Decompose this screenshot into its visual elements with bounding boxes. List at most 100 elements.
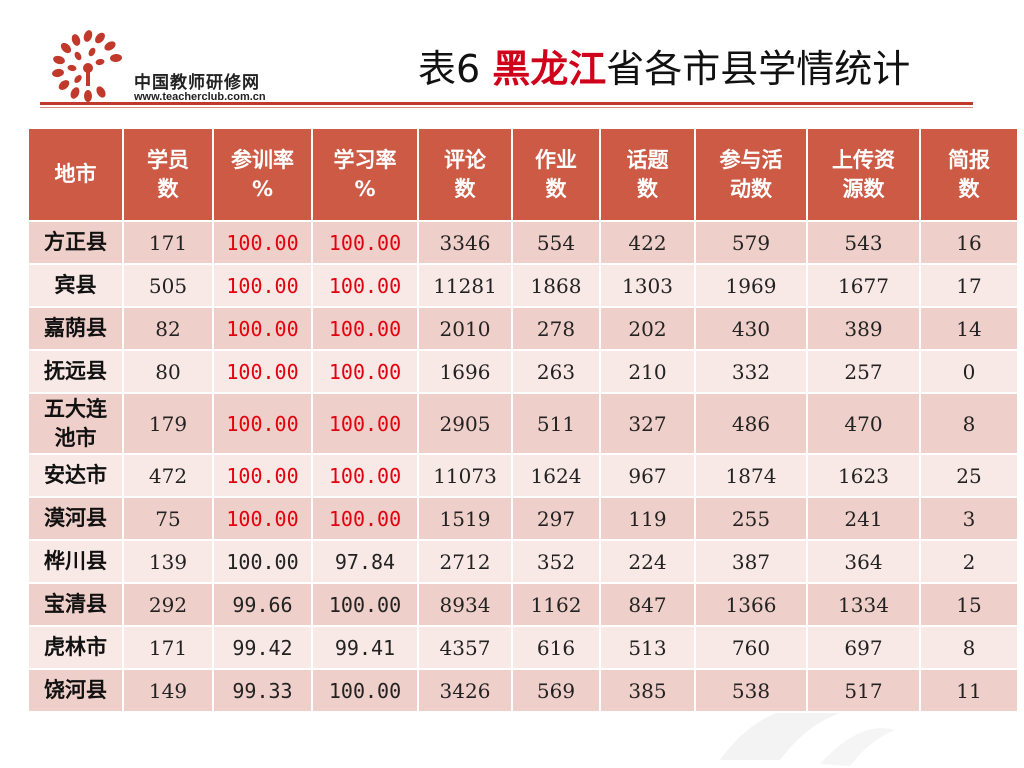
cell-study-rate: 100.00 (311, 349, 419, 394)
cell-topics: 119 (599, 496, 696, 541)
header-label: 数 (454, 176, 476, 201)
table-row: 虎林市 171 99.42 99.41 4357 616 513 760 697 8 (27, 625, 1019, 670)
city-name: 宾县 (54, 273, 97, 297)
cell-topics: 327 (599, 392, 696, 455)
cell-assignments: 511 (511, 392, 601, 455)
cell-study-rate: 100.00 (311, 582, 419, 627)
cell-resources: 1623 (806, 453, 921, 498)
city-name: 嘉荫县 (44, 316, 107, 340)
header-label: 话题 (626, 147, 669, 172)
cell-participation-rate: 100.00 (212, 263, 313, 308)
cell-briefings: 17 (919, 263, 1019, 308)
cell-students: 171 (122, 625, 214, 670)
logo-mark-icon (52, 30, 122, 102)
cell-students: 80 (122, 349, 214, 394)
city-name: 漠河县 (44, 506, 107, 530)
cell-resources: 1334 (806, 582, 921, 627)
cell-students: 179 (122, 392, 214, 455)
cell-activities: 387 (694, 539, 808, 584)
cell-participation-rate: 100.00 (212, 539, 313, 584)
cell-city: 桦川县 (27, 539, 124, 584)
cell-briefings: 8 (919, 625, 1019, 670)
cell-assignments: 297 (511, 496, 601, 541)
cell-students: 149 (122, 668, 214, 713)
cell-assignments: 616 (511, 625, 601, 670)
table-row: 宝清县 292 99.66 100.00 8934 1162 847 1366 1334 15 (27, 582, 1019, 627)
col-header-comments: 评论数 (417, 127, 513, 222)
cell-students: 82 (122, 306, 214, 351)
city-name: 饶河县 (44, 678, 107, 702)
col-header-briefings: 简报数 (919, 127, 1019, 222)
cell-participation-rate: 100.00 (212, 496, 313, 541)
cell-students: 75 (122, 496, 214, 541)
city-name: 桦川县 (44, 549, 107, 573)
cell-briefings: 14 (919, 306, 1019, 351)
col-header-assignments: 作业数 (511, 127, 601, 222)
city-name: 五大连 (44, 396, 107, 421)
cell-city: 方正县 (27, 220, 124, 265)
logo-url: www.teacherclub.com.cn (134, 91, 266, 103)
col-header-students: 学员数 (122, 127, 214, 222)
cell-students: 505 (122, 263, 214, 308)
title-underline-thin (40, 107, 973, 108)
cell-comments: 8934 (417, 582, 513, 627)
cell-briefings: 25 (919, 453, 1019, 498)
cell-students: 139 (122, 539, 214, 584)
cell-resources: 1677 (806, 263, 921, 308)
table-row: 方正县 171 100.00 100.00 3346 554 422 579 543 16 (27, 220, 1019, 265)
cell-participation-rate: 99.42 (212, 625, 313, 670)
cell-city: 抚远县 (27, 349, 124, 394)
cell-study-rate: 100.00 (311, 392, 419, 455)
cell-comments: 1519 (417, 496, 513, 541)
cell-activities: 538 (694, 668, 808, 713)
cell-resources: 470 (806, 392, 921, 455)
cell-study-rate: 100.00 (311, 306, 419, 351)
col-header-city: 地市 (27, 127, 124, 222)
cell-comments: 4357 (417, 625, 513, 670)
cell-students: 472 (122, 453, 214, 498)
cell-comments: 3346 (417, 220, 513, 265)
cell-assignments: 569 (511, 668, 601, 713)
cell-resources: 389 (806, 306, 921, 351)
header-label: 参训率 (231, 147, 294, 172)
table-row: 五大连 池市 179 100.00 100.00 2905 511 327 486 470 8 (27, 392, 1019, 455)
cell-activities: 332 (694, 349, 808, 394)
cell-briefings: 8 (919, 392, 1019, 455)
header-label: 数 (637, 176, 658, 201)
cell-study-rate: 100.00 (311, 220, 419, 265)
cell-briefings: 16 (919, 220, 1019, 265)
cell-comments: 11073 (417, 453, 513, 498)
header-label: 数 (545, 176, 567, 201)
cell-comments: 2905 (417, 392, 513, 455)
table-row: 漠河县 75 100.00 100.00 1519 297 119 255 241 3 (27, 496, 1019, 541)
cell-briefings: 11 (919, 668, 1019, 713)
cell-activities: 579 (694, 220, 808, 265)
cell-assignments: 352 (511, 539, 601, 584)
header-label: 数 (157, 176, 179, 201)
cell-city: 宾县 (27, 263, 124, 308)
header-label: 地市 (54, 162, 97, 186)
cell-city: 五大连 池市 (27, 392, 124, 455)
cell-resources: 364 (806, 539, 921, 584)
cell-resources: 517 (806, 668, 921, 713)
cell-comments: 11281 (417, 263, 513, 308)
cell-topics: 224 (599, 539, 696, 584)
table-row: 宾县 505 100.00 100.00 11281 1868 1303 1969 1677 17 (27, 263, 1019, 308)
cell-activities: 1969 (694, 263, 808, 308)
title-underline (40, 102, 973, 105)
cell-city: 漠河县 (27, 496, 124, 541)
header-label: 作业 (535, 147, 577, 172)
col-header-study-rate: 学习率% (311, 127, 419, 222)
cell-resources: 697 (806, 625, 921, 670)
cell-topics: 513 (599, 625, 696, 670)
cell-activities: 430 (694, 306, 808, 351)
cell-city: 虎林市 (27, 625, 124, 670)
header-label: 参与活 (719, 147, 783, 172)
cell-participation-rate: 99.33 (212, 668, 313, 713)
title-prefix: 表6 (418, 47, 493, 91)
header-label: 评论 (444, 147, 486, 172)
page-title: 表6 黑龙江省各市县学情统计 (418, 38, 910, 93)
header-label: 简报 (948, 147, 990, 172)
table-row: 饶河县 149 99.33 100.00 3426 569 385 538 517 11 (27, 668, 1019, 713)
table-row: 嘉荫县 82 100.00 100.00 2010 278 202 430 389 14 (27, 306, 1019, 351)
